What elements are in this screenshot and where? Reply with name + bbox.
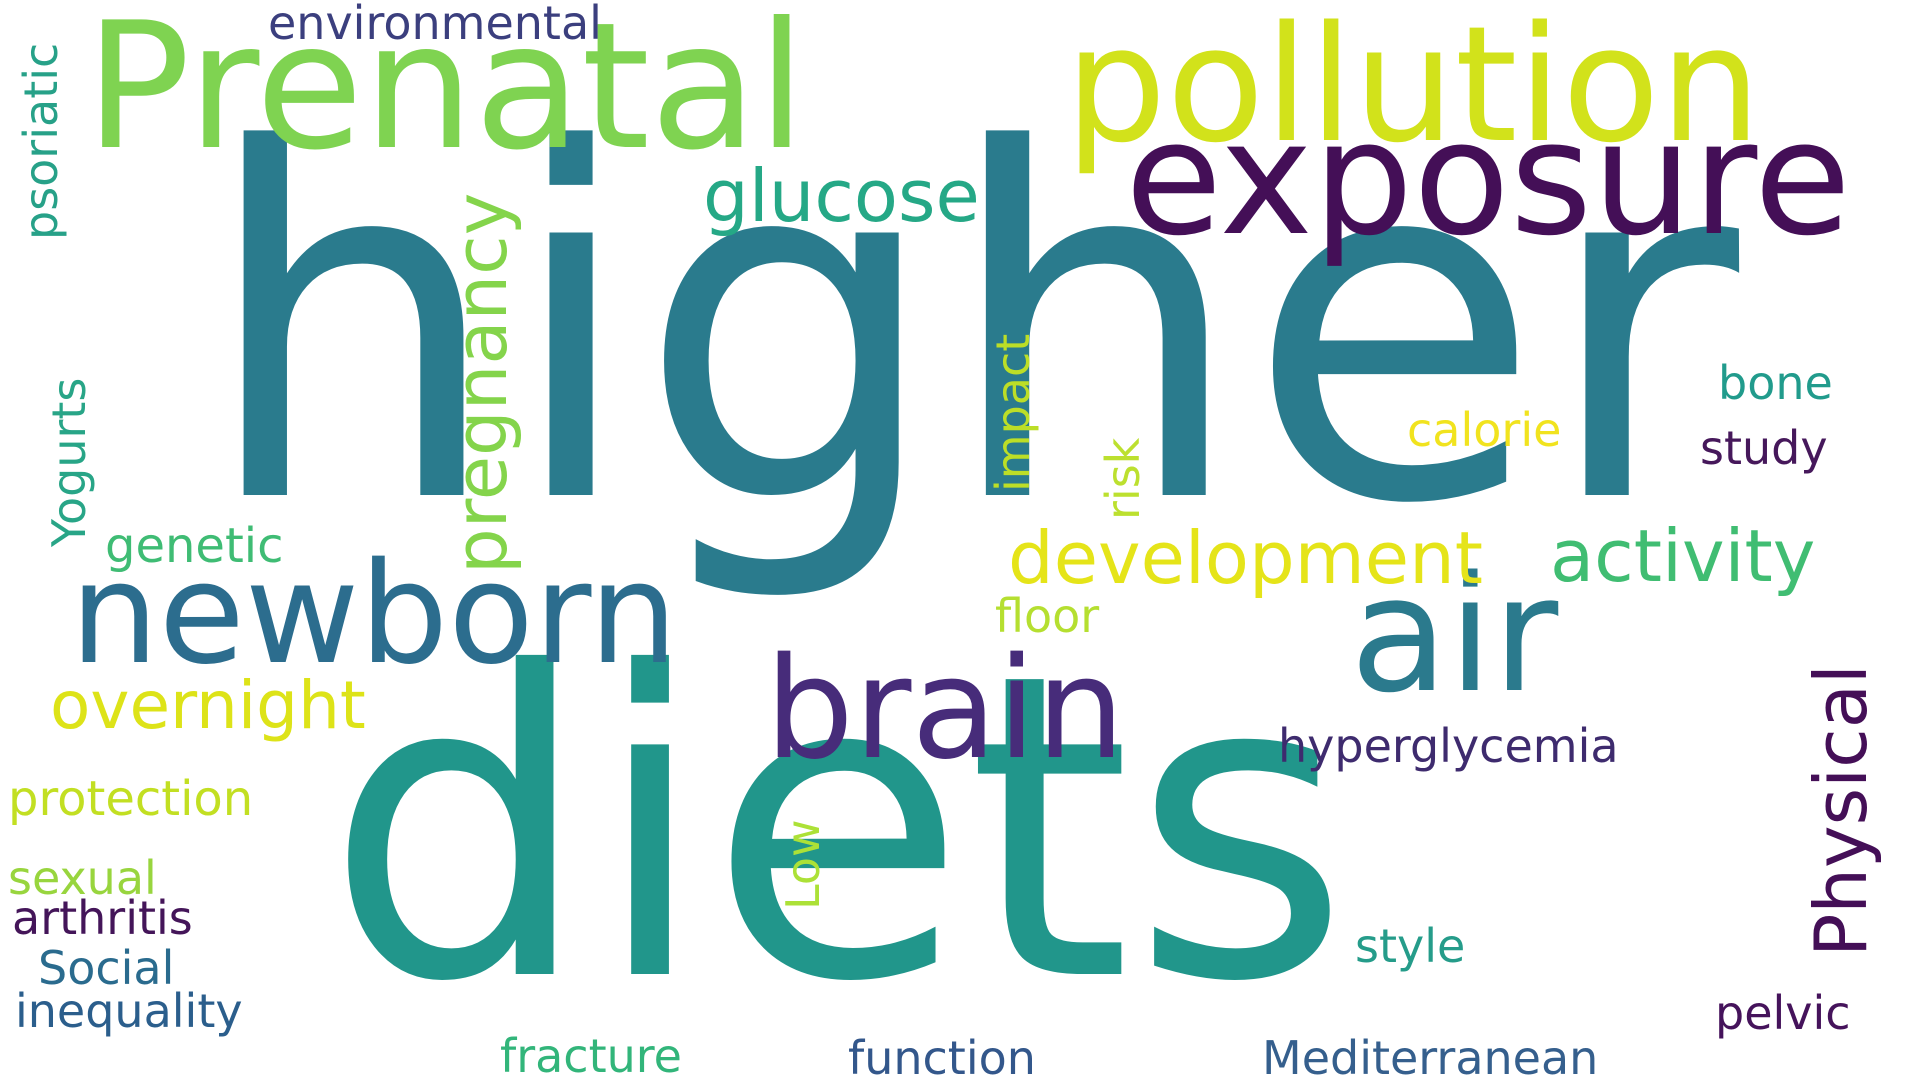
word-style: style: [1355, 919, 1466, 973]
word-overnight: overnight: [50, 667, 366, 744]
word-air: air: [1350, 541, 1559, 728]
word-prenatal: Prenatal: [85, 0, 806, 189]
word-pregnancy: pregnancy: [439, 192, 523, 574]
word-social: Social: [38, 941, 175, 995]
word-fracture: fracture: [500, 1029, 682, 1083]
word-arthritis: arthritis: [12, 891, 193, 945]
word-diets: diets: [325, 585, 1351, 1074]
word-sexual: sexual: [8, 851, 157, 905]
word-exposure: exposure: [1125, 87, 1852, 271]
word-mediterranean: Mediterranean: [1262, 1031, 1599, 1085]
word-brain: brain: [765, 628, 1125, 791]
word-glucose: glucose: [703, 154, 980, 238]
word-physical: Physical: [1799, 664, 1883, 957]
word-yogurts: Yogurts: [42, 377, 96, 547]
word-study: study: [1700, 421, 1828, 475]
word-function: function: [848, 1031, 1036, 1085]
word-psoriatic: psoriatic: [14, 42, 68, 240]
word-low: Low: [776, 819, 830, 910]
word-pelvic: pelvic: [1715, 986, 1851, 1040]
word-newborn: newborn: [70, 533, 678, 696]
word-protection: protection: [8, 771, 254, 827]
word-hyperglycemia: hyperglycemia: [1278, 719, 1619, 773]
word-inequality: inequality: [15, 984, 243, 1038]
word-environmental: environmental: [268, 0, 602, 50]
word-pollution: pollution: [1065, 0, 1762, 178]
word-risk: risk: [1096, 437, 1150, 520]
word-higher: higher: [200, 50, 1740, 609]
word-impact: impact: [986, 333, 1040, 492]
word-development: development: [1008, 516, 1483, 600]
word-activity: activity: [1550, 514, 1816, 598]
word-genetic: genetic: [105, 518, 284, 574]
word-calorie: calorie: [1407, 403, 1562, 457]
word-floor: floor: [995, 589, 1100, 643]
word-bone: bone: [1718, 356, 1833, 410]
